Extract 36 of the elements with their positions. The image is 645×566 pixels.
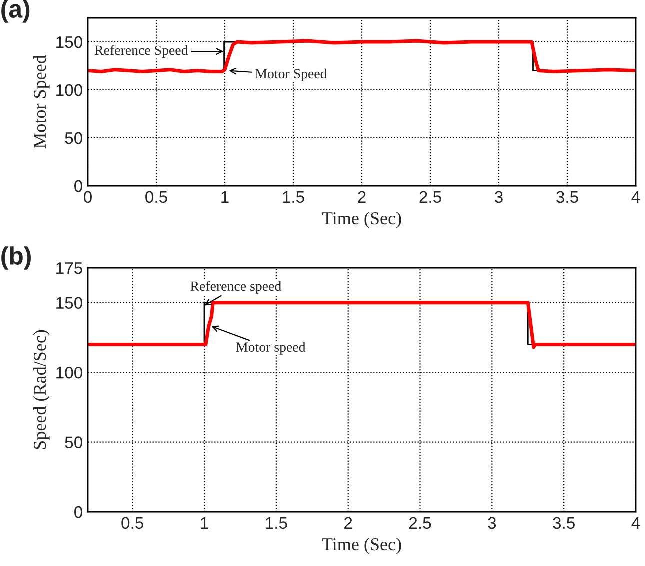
x-tick-label: 0.5 (122, 517, 144, 530)
x-tick-label: 4 (632, 191, 640, 203)
y-tick-label: 0 (74, 506, 82, 518)
x-tick-label: 1.5 (266, 517, 288, 530)
x-tick-label: 2 (344, 517, 352, 529)
y-tick-label: 150 (56, 36, 82, 48)
chart-title: (b) (2, 246, 31, 270)
y-axis-title: Speed (Rad/Sec) (33, 330, 50, 450)
x-tick-label: 2.5 (420, 191, 442, 204)
y-tick-label: 175 (56, 262, 82, 274)
x-tick-label: 3 (488, 517, 496, 530)
annotation: Motor Speed (256, 68, 328, 82)
y-axis-title: Motor Speed (33, 55, 50, 148)
y-tick-label: 150 (56, 297, 82, 310)
y-tick-label: 0 (74, 180, 82, 192)
x-tick-label: 1.5 (283, 191, 304, 204)
y-tick-label: 100 (56, 366, 82, 379)
annotation: Motor speed (236, 342, 306, 355)
y-tick-label: 50 (65, 132, 82, 144)
x-tick-label: 3 (495, 191, 503, 204)
x-tick-label: 0.5 (146, 191, 168, 204)
x-tick-label: 3.5 (553, 517, 575, 530)
x-tick-label: 2 (358, 191, 366, 203)
y-tick-label: 50 (65, 436, 82, 448)
x-axis-title: Time (Sec) (322, 538, 402, 554)
chart-title: (a) (2, 0, 30, 23)
x-axis-title: Time (Sec) (322, 212, 402, 228)
annotation: Reference Speed (94, 45, 188, 58)
annotation: Reference speed (190, 281, 282, 294)
x-tick-label: 1 (201, 517, 208, 529)
y-tick-label: 100 (56, 84, 82, 96)
x-tick-label: 1 (222, 191, 229, 203)
x-tick-label: 3.5 (556, 191, 578, 204)
x-tick-label: 2.5 (410, 517, 432, 530)
x-tick-label: 4 (632, 517, 640, 529)
x-tick-label: 0 (84, 191, 92, 204)
